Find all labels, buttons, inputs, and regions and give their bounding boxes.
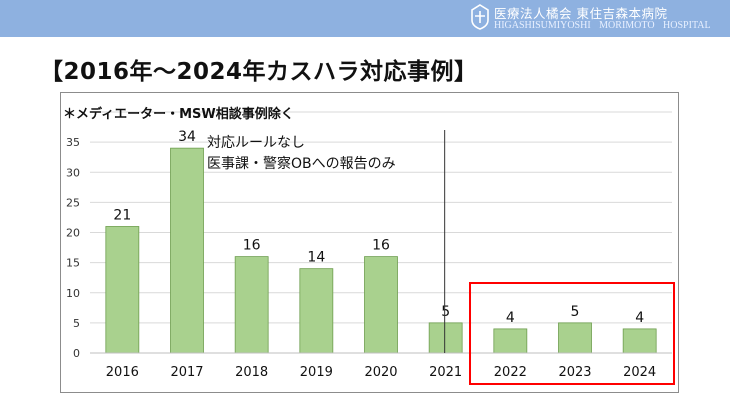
y-tick-label: 30: [66, 166, 80, 179]
chart-annotation: 対応ルールなし 医事課・警察OBへの報告のみ: [207, 133, 396, 175]
hospital-name-english: HIGASHISUMIYOSHI MORIMOTO HOSPITAL: [494, 20, 711, 31]
x-tick-label: 2019: [300, 365, 333, 380]
bar: [428, 322, 463, 354]
bar: [622, 328, 657, 354]
bar: [493, 328, 528, 354]
annotation-line-1: 対応ルールなし: [207, 135, 305, 151]
y-tick-label: 0: [73, 347, 80, 360]
page-title: 【2016年～2024年カスハラ対応事例】: [40, 59, 478, 85]
data-label: 21: [113, 207, 131, 223]
data-label: 16: [372, 238, 390, 254]
data-label: 5: [441, 304, 450, 320]
x-tick-label: 2022: [494, 365, 527, 380]
data-label: 4: [506, 310, 515, 326]
y-tick-label: 10: [66, 287, 80, 300]
bar: [558, 322, 592, 354]
y-tick-label: 5: [73, 317, 80, 330]
y-tick-label: 35: [66, 136, 80, 149]
chart-note: ＊メディエーター・MSW相談事例除く: [63, 107, 294, 122]
y-tick-label: 20: [66, 227, 80, 240]
bar: [105, 226, 140, 354]
x-tick-label: 2021: [429, 365, 462, 380]
bar: [299, 268, 334, 354]
x-tick-label: 2016: [106, 365, 139, 380]
y-tick-label: 25: [66, 196, 80, 209]
bar: [170, 147, 204, 354]
header-bar: 医療法人橘会 東住吉森本病院 HIGASHISUMIYOSHI MORIMOTO…: [0, 0, 730, 37]
highlight-box: [469, 282, 675, 385]
data-label: 4: [635, 310, 644, 326]
bar: [234, 256, 269, 354]
x-tick-label: 2017: [170, 365, 203, 380]
data-label: 14: [307, 250, 325, 266]
hospital-name: 医療法人橘会 東住吉森本病院: [494, 6, 668, 21]
data-label: 34: [178, 129, 196, 145]
x-tick-label: 2020: [364, 365, 397, 380]
x-tick-label: 2018: [235, 365, 268, 380]
data-label: 16: [243, 238, 261, 254]
y-tick-label: 15: [66, 257, 80, 270]
x-tick-label: 2023: [558, 365, 591, 380]
x-tick-label: 2024: [623, 365, 656, 380]
annotation-line-2: 医事課・警察OBへの報告のみ: [207, 156, 396, 172]
data-label: 5: [571, 304, 580, 320]
chart-frame: [60, 92, 679, 393]
bar: [364, 256, 398, 354]
hospital-logo-icon: [471, 4, 489, 30]
